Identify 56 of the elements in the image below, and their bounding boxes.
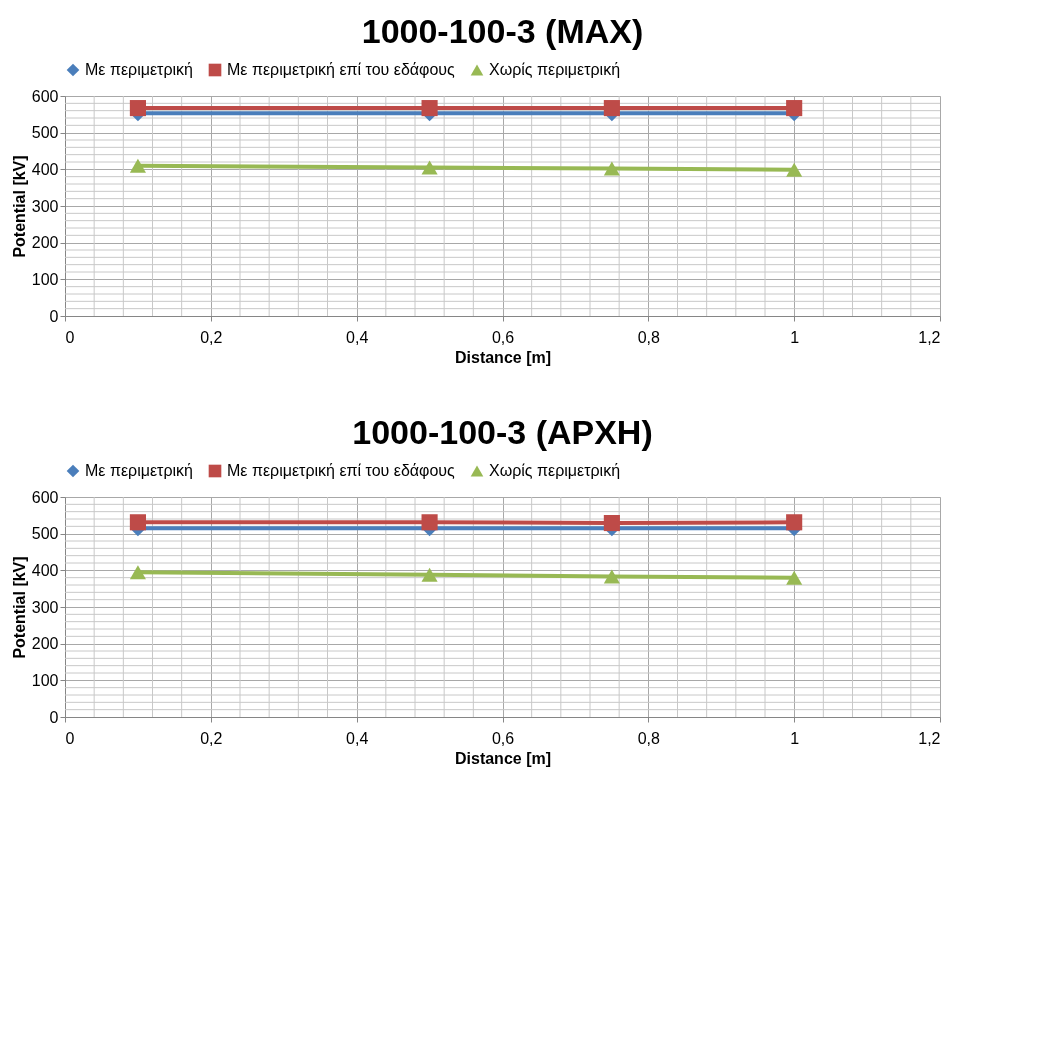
chart-title: 1000-100-3 (ΑΡΧΗ)	[352, 413, 653, 451]
y-tick-label: 300	[31, 598, 59, 616]
point	[421, 100, 438, 117]
x-tick-label: 0,8	[637, 729, 661, 747]
x-tick-label: 0,6	[491, 729, 515, 747]
x-tick-label: 0,4	[346, 328, 369, 346]
point	[603, 514, 620, 532]
x-tick-label: 1	[790, 328, 800, 346]
y-tick-label: 500	[31, 124, 59, 142]
y-tick-label: 400	[31, 561, 59, 579]
x-tick-label: 1,2	[918, 328, 941, 346]
x-tick-label: 1	[790, 729, 800, 747]
point	[603, 100, 620, 117]
x-tick-label: 1,2	[918, 729, 941, 747]
y-tick-label: 0	[49, 307, 59, 325]
x-tick-label: 0,2	[200, 328, 223, 346]
x-axis-title: Distance [m]	[454, 749, 552, 767]
y-axis-title: Potential [kV]	[10, 556, 28, 659]
x-tick-label: 0	[65, 729, 75, 747]
legend-label: Χωρίς περιμετρική	[489, 462, 621, 479]
y-axis-title: Potential [kV]	[10, 155, 28, 258]
point	[786, 570, 803, 585]
x-tick-label: 0,8	[637, 328, 661, 346]
point	[421, 514, 438, 531]
point	[129, 100, 146, 117]
point	[421, 567, 438, 582]
legend-label: Με περιμετρική επί του εδάφους	[227, 61, 456, 78]
point	[603, 569, 620, 584]
x-tick-label: 0,2	[200, 729, 223, 747]
y-tick-label: 400	[31, 160, 59, 178]
point	[786, 514, 803, 531]
point	[129, 565, 146, 580]
point	[129, 514, 146, 531]
x-tick-label: 0,6	[491, 328, 515, 346]
chart-title: 1000-100-3 (MAX)	[361, 12, 644, 50]
y-tick-label: 600	[31, 488, 59, 506]
y-tick-label: 100	[31, 671, 59, 689]
point	[421, 160, 438, 175]
y-tick-label: 0	[49, 708, 59, 726]
point	[786, 100, 803, 117]
y-tick-label: 500	[31, 525, 59, 543]
point	[786, 162, 803, 177]
x-tick-label: 0,4	[346, 729, 369, 747]
y-tick-label: 200	[31, 635, 59, 653]
x-tick-label: 0	[65, 328, 75, 346]
y-tick-label: 200	[31, 234, 59, 252]
y-tick-label: 600	[31, 87, 59, 105]
y-tick-label: 300	[31, 197, 59, 215]
legend-label: Με περιμετρική επί του εδάφους	[227, 462, 456, 479]
x-axis-title: Distance [m]	[454, 348, 552, 366]
y-tick-label: 100	[31, 270, 59, 288]
point	[129, 158, 146, 173]
legend-label: Με περιμετρική	[85, 61, 193, 78]
point	[603, 161, 620, 176]
legend-label: Με περιμετρική	[85, 462, 193, 479]
legend-label: Χωρίς περιμετρική	[489, 61, 621, 78]
